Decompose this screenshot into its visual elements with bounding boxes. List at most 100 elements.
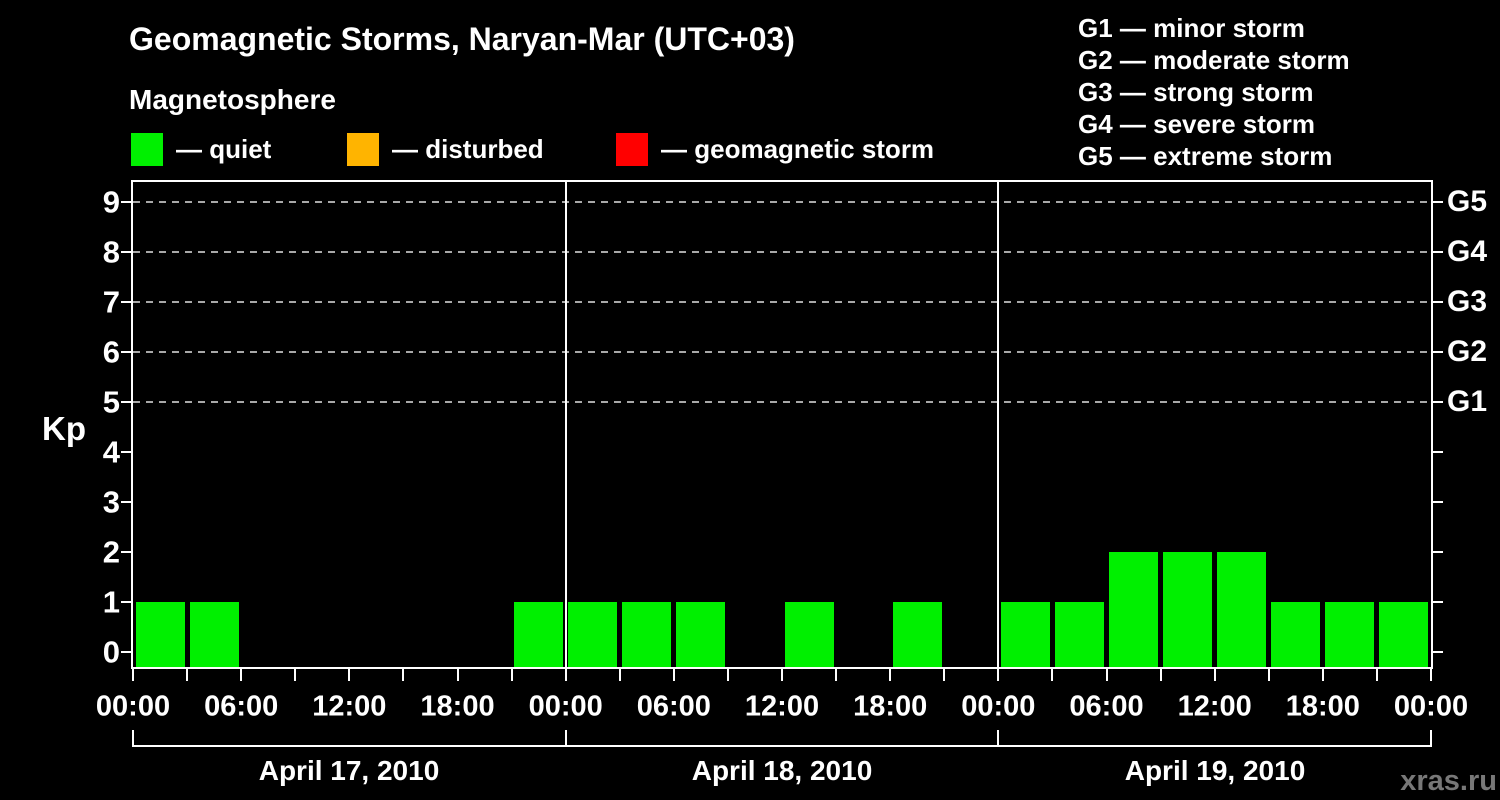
date-label-day3: April 19, 2010 [1124, 755, 1306, 786]
x-axis-tick [510, 669, 513, 681]
gridline-kp6 [133, 351, 1431, 353]
x-tick-label: 18:00 [1285, 690, 1360, 723]
storm-color-swatch [616, 132, 648, 166]
y-axis-tick-left [121, 351, 131, 353]
y-axis-tick-left [121, 251, 131, 253]
kp-bar [784, 602, 834, 667]
x-tick-label: 06:00 [1069, 690, 1144, 723]
page-title: Geomagnetic Storms, Naryan-Mar (UTC+03) [129, 21, 795, 57]
g-level-label-g4: G4 [1447, 235, 1488, 268]
legend-item-quiet: — quiet [131, 132, 271, 166]
y-axis-tick-left [121, 401, 131, 403]
y-axis-tick-left [121, 551, 131, 553]
y-tick-label: 6 [102, 334, 120, 370]
y-tick-label: 8 [102, 234, 120, 270]
g-level-label-g2: G2 [1447, 335, 1488, 368]
y-tick-label: 7 [102, 284, 120, 320]
x-axis-tick [1430, 669, 1432, 681]
x-axis-tick [456, 669, 459, 681]
storm-scale-legend-g2: G2 — moderate storm [1078, 45, 1350, 75]
storm-scale-legend: G1 — minor storm G2 — moderate storm G3 … [1078, 12, 1350, 172]
y-axis-tick-left [121, 201, 131, 203]
kp-bar [135, 602, 185, 667]
kp-bar [1000, 602, 1050, 667]
date-label-day1: April 17, 2010 [258, 755, 440, 786]
kp-bar [1109, 552, 1159, 667]
storm-scale-legend-g1: G1 — minor storm [1078, 13, 1305, 43]
y-axis-tick-right [1433, 451, 1443, 453]
x-axis-tick [997, 669, 1000, 681]
y-tick-label: 3 [102, 484, 120, 520]
y-axis-tick-left [121, 651, 131, 653]
storm-scale-legend-g4: G4 — severe storm [1078, 109, 1316, 139]
y-axis-tick-right [1433, 301, 1443, 303]
date-bracket-line [133, 745, 1431, 747]
x-axis-tick [781, 669, 783, 681]
y-axis-tick-left [121, 451, 131, 453]
y-axis-label: Kp [42, 410, 86, 447]
legend-label-quiet: — quiet [176, 133, 272, 164]
g-level-label-g1: G1 [1447, 385, 1488, 418]
y-axis-tick-right [1433, 401, 1443, 403]
x-axis-tick [240, 669, 243, 681]
x-axis-tick [1213, 669, 1216, 681]
date-label-day2: April 18, 2010 [691, 755, 873, 786]
x-axis-tick [1159, 669, 1162, 681]
x-axis-tick [186, 669, 189, 681]
x-axis-tick [564, 669, 567, 681]
x-tick-label: 18:00 [420, 690, 495, 723]
kp-bar [568, 602, 618, 667]
gridline-kp5 [133, 401, 1431, 403]
kp-bar [1325, 602, 1375, 667]
legend-item-disturbed: — disturbed [347, 132, 544, 166]
date-bracket-tick [564, 730, 567, 747]
y-tick-label: 1 [102, 584, 120, 620]
x-tick-label: 18:00 [853, 690, 928, 723]
y-axis-tick-right [1433, 651, 1443, 653]
kp-bar [1054, 602, 1104, 667]
x-tick-label: 12:00 [1177, 690, 1252, 723]
x-axis-tick [889, 669, 892, 681]
x-axis-tick [1105, 669, 1108, 681]
x-tick-label: 06:00 [204, 690, 279, 723]
disturbed-color-swatch [347, 132, 379, 166]
x-axis-tick [1375, 669, 1378, 681]
gridline-kp9 [133, 201, 1431, 203]
x-axis-tick [943, 669, 946, 681]
x-tick-label: 00:00 [961, 690, 1036, 723]
quiet-color-swatch [131, 132, 163, 166]
x-tick-label: 06:00 [636, 690, 711, 723]
date-bracket-tick [997, 730, 1000, 747]
x-tick-label: 12:00 [312, 690, 387, 723]
x-axis-tick [402, 669, 405, 681]
y-axis-tick-left [121, 301, 131, 303]
x-axis-tick [835, 669, 838, 681]
plot-area-frame [131, 180, 1433, 669]
y-axis-tick-left [121, 601, 131, 603]
day-separator [997, 182, 1000, 669]
kp-bar [892, 602, 942, 667]
g-level-label-g3: G3 [1447, 285, 1488, 318]
legend-heading: Magnetosphere [129, 84, 336, 115]
x-axis-tick [294, 669, 297, 681]
g-level-label-g5: G5 [1447, 185, 1488, 218]
gridline-kp8 [133, 251, 1431, 253]
kp-bar [676, 602, 726, 667]
kp-bar [622, 602, 672, 667]
kp-bar [1379, 602, 1429, 667]
x-axis-tick [348, 669, 351, 681]
y-axis-tick-right [1433, 251, 1443, 253]
date-bracket-tick [132, 730, 134, 747]
y-axis-tick-right [1433, 351, 1443, 353]
kp-bar [1217, 552, 1267, 667]
kp-bar [1163, 552, 1213, 667]
y-axis-tick-right [1433, 501, 1443, 503]
x-axis-tick [672, 669, 675, 681]
x-axis-tick [1051, 669, 1054, 681]
legend-label-disturbed: — disturbed [392, 133, 544, 164]
watermark: xras.ru [1400, 765, 1497, 797]
y-axis-tick-right [1433, 551, 1443, 553]
kp-bar [1271, 602, 1321, 667]
